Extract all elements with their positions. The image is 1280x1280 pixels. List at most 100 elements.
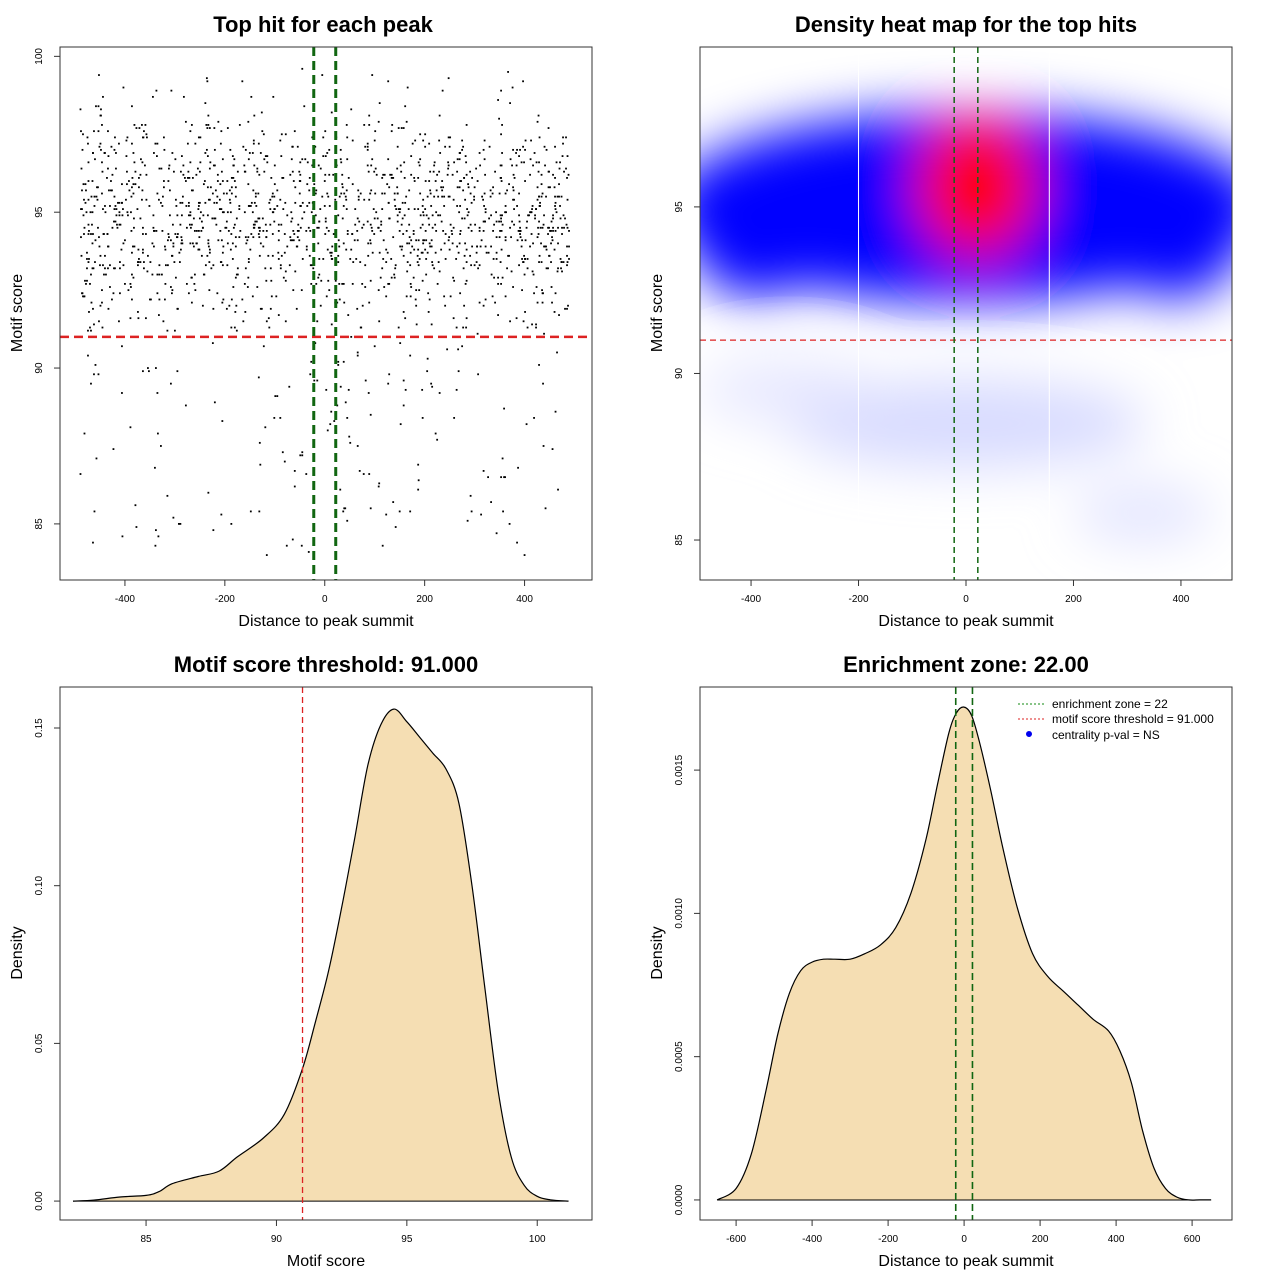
- scatter-point: [554, 201, 557, 204]
- scatter-point: [133, 226, 135, 229]
- scatter-point: [236, 170, 239, 173]
- heatmap-ytick-label: 90: [674, 367, 685, 379]
- scatter-point: [378, 251, 381, 254]
- scatter-point: [112, 292, 115, 295]
- scatter-point: [500, 220, 502, 223]
- scatter-point: [337, 214, 340, 217]
- scatter-point: [290, 158, 293, 161]
- scatter-point: [207, 124, 210, 126]
- scatter-point: [388, 373, 391, 376]
- scatter-point: [202, 214, 205, 217]
- scatter-point: [465, 279, 468, 282]
- scatter-point: [537, 170, 540, 173]
- scatter-point: [361, 304, 364, 307]
- scatter-point: [567, 173, 570, 176]
- scatter-point: [377, 226, 380, 229]
- scatter-point: [234, 311, 237, 313]
- scatter-point: [296, 145, 299, 148]
- scatter-point: [409, 251, 412, 254]
- scatter-point: [397, 326, 400, 329]
- scatter-point: [81, 208, 83, 210]
- scatter-point: [410, 286, 413, 288]
- scatter-point: [324, 155, 327, 157]
- heatmap-ytick-label: 85: [674, 534, 685, 546]
- scatter-point: [406, 261, 409, 263]
- scatter-point: [418, 289, 421, 292]
- distance-density-xtick-label: -600: [726, 1234, 746, 1245]
- scatter-point: [181, 195, 184, 198]
- heatmap-xtick-label: 200: [1065, 594, 1082, 605]
- scatter-point: [227, 230, 230, 232]
- scatter-point: [477, 373, 480, 376]
- scatter-point: [554, 205, 556, 207]
- scatter-point: [532, 164, 534, 167]
- scatter-point: [411, 245, 414, 248]
- scatter-point: [165, 264, 167, 267]
- scatter-point: [534, 214, 536, 217]
- scatter-point: [547, 226, 549, 229]
- scatter-point: [252, 189, 255, 192]
- scatter-point: [417, 479, 420, 482]
- scatter-point: [368, 473, 371, 475]
- scatter-point: [173, 329, 176, 332]
- scatter-point: [557, 242, 559, 245]
- scatter-point: [452, 276, 455, 279]
- scatter-point: [413, 208, 416, 210]
- scatter-point: [542, 445, 545, 447]
- scatter-point: [268, 326, 271, 329]
- scatter-point: [152, 95, 154, 98]
- scatter-point: [226, 242, 229, 245]
- scatter-point: [439, 152, 442, 154]
- scatter-point: [388, 282, 391, 285]
- scatter-point: [425, 258, 428, 260]
- scatter-point: [387, 201, 390, 204]
- heatmap-xtick-label: 0: [963, 594, 969, 605]
- scatter-point: [543, 332, 545, 335]
- scatter-point: [249, 248, 252, 251]
- scatter-point: [129, 282, 132, 285]
- scatter-point: [421, 279, 424, 282]
- scatter-point: [119, 261, 121, 263]
- scatter-point: [176, 307, 179, 310]
- scatter-point: [98, 245, 101, 248]
- scatter-point: [118, 320, 120, 323]
- scatter-point: [83, 295, 86, 298]
- scatter-point: [218, 208, 221, 210]
- scatter-point: [357, 195, 360, 198]
- scatter-point: [339, 148, 342, 151]
- scatter-point: [549, 186, 551, 189]
- scatter-point: [316, 226, 319, 229]
- scatter-point: [487, 476, 489, 479]
- scatter-ylabel: Motif score: [9, 274, 26, 352]
- scatter-point: [512, 189, 515, 192]
- scatter-point: [562, 261, 565, 263]
- scatter-point: [230, 177, 233, 179]
- scatter-point: [308, 201, 311, 204]
- scatter-point: [419, 214, 422, 217]
- scatter-point: [528, 214, 530, 217]
- scatter-point: [435, 211, 438, 214]
- scatter-point: [485, 251, 488, 254]
- scatter-point: [324, 233, 327, 235]
- scatter-point: [501, 276, 504, 279]
- scatter-point: [197, 248, 200, 251]
- scatter-point: [87, 142, 89, 145]
- scatter-point: [210, 267, 213, 270]
- scatter-point: [216, 180, 219, 182]
- scatter-point: [189, 226, 192, 229]
- scatter-point: [83, 198, 85, 201]
- scatter-point: [251, 152, 254, 154]
- scatter-point: [163, 180, 165, 182]
- scatter-point: [164, 245, 166, 248]
- scatter-point: [473, 186, 476, 189]
- scatter-point: [92, 267, 95, 270]
- score-density-title: Motif score threshold: 91.000: [174, 652, 478, 677]
- scatter-point: [519, 226, 521, 229]
- scatter-point: [206, 127, 209, 129]
- scatter-point: [492, 186, 494, 189]
- scatter-point: [156, 292, 159, 295]
- scatter-point: [293, 130, 296, 133]
- scatter-point: [189, 214, 192, 217]
- scatter-point: [328, 148, 331, 151]
- scatter-point: [347, 388, 350, 391]
